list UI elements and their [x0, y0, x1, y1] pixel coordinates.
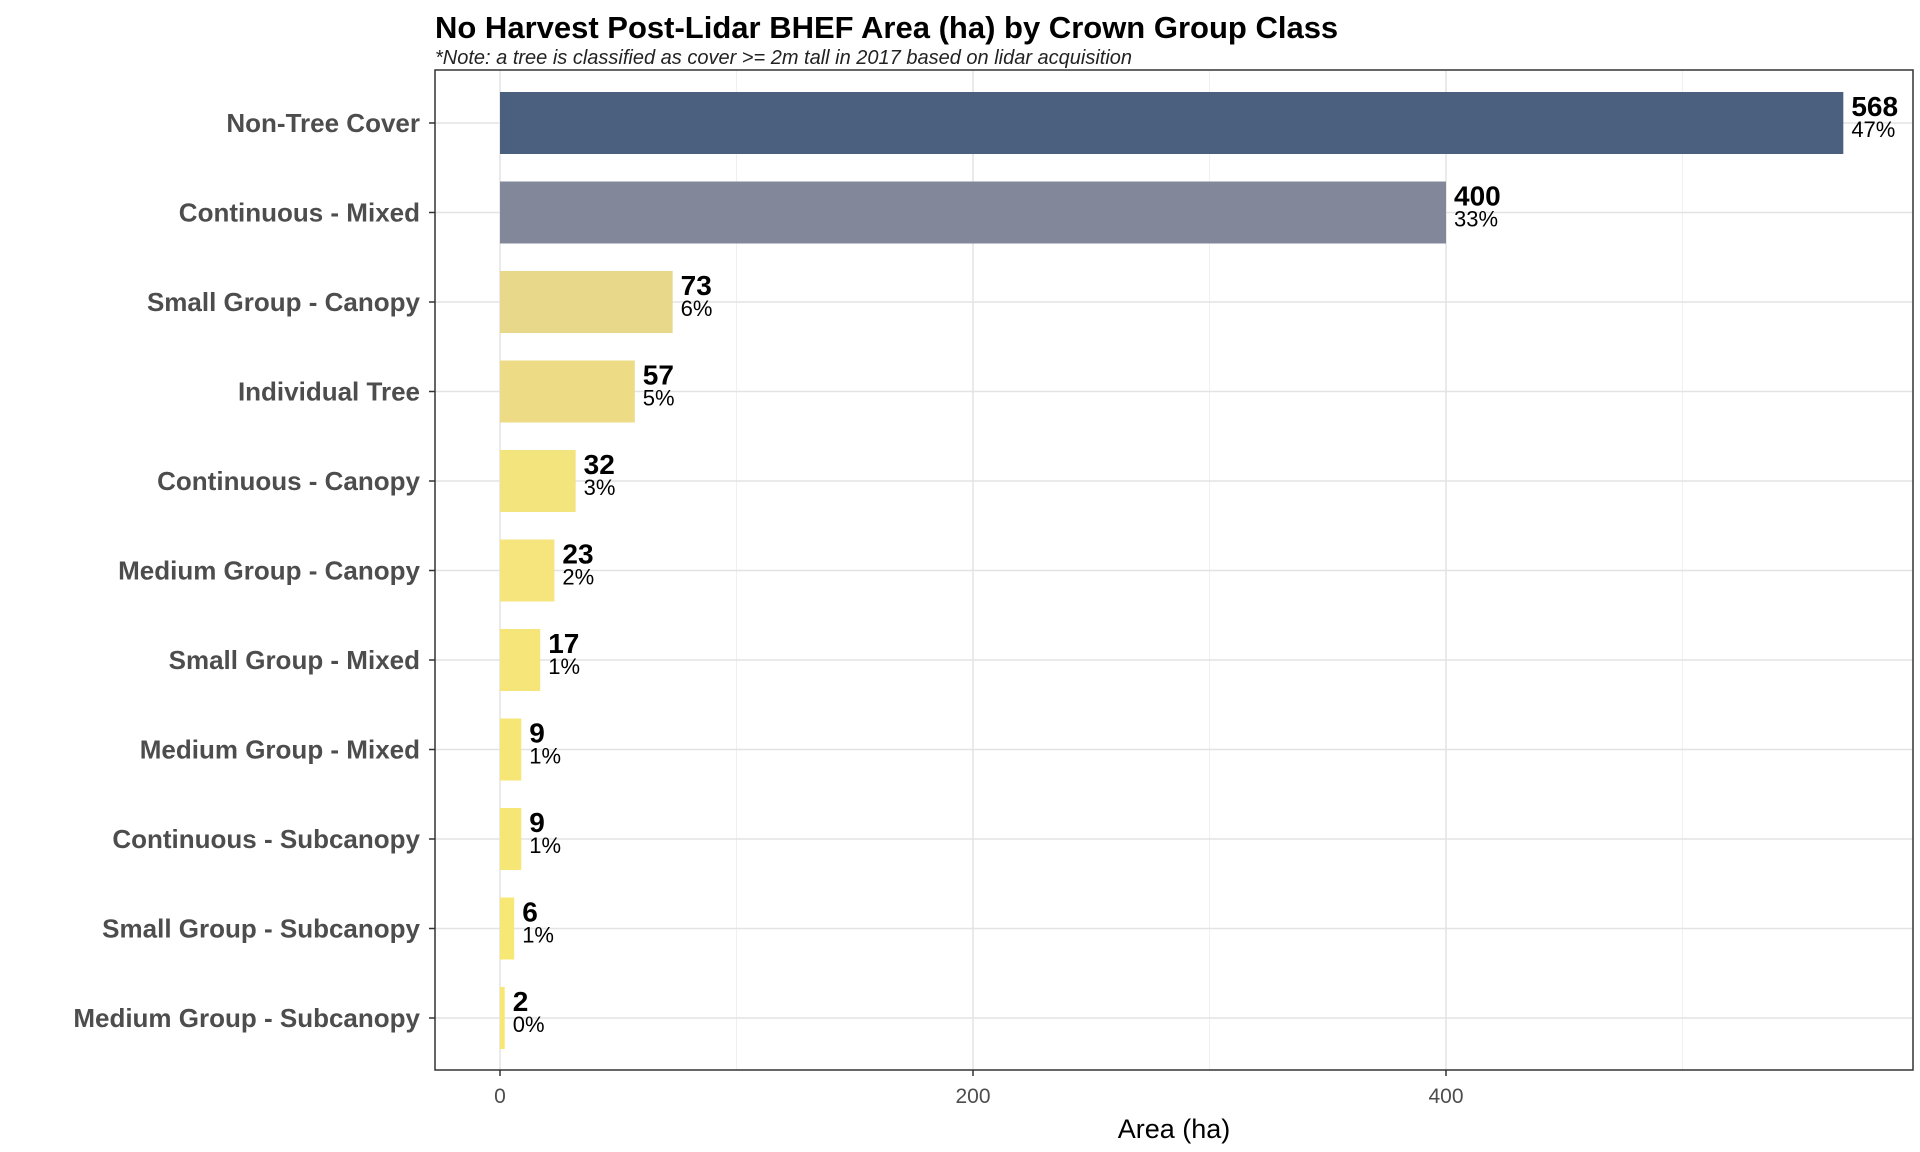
percent-label: 33% — [1454, 207, 1498, 232]
bar — [500, 271, 673, 333]
percent-label: 47% — [1851, 117, 1895, 142]
percent-label: 1% — [548, 654, 580, 679]
bar — [500, 92, 1844, 154]
percent-label: 6% — [681, 296, 713, 321]
value-label: 568 — [1851, 91, 1898, 122]
plot-border — [434, 69, 1914, 1071]
x-tick-label: 200 — [955, 1085, 990, 1108]
percent-label: 2% — [562, 565, 594, 590]
category-label: Medium Group - Subcanopy — [73, 1003, 420, 1033]
category-label: Non-Tree Cover — [226, 108, 420, 138]
category-label: Continuous - Mixed — [179, 198, 420, 228]
category-label: Small Group - Subcanopy — [102, 914, 420, 944]
bar — [500, 629, 541, 691]
category-label: Small Group - Mixed — [169, 645, 420, 675]
value-label: 2 — [513, 986, 529, 1017]
category-label: Continuous - Subcanopy — [112, 824, 420, 854]
value-label: 73 — [681, 270, 712, 301]
x-tick-label: 400 — [1428, 1085, 1463, 1108]
value-label: 32 — [584, 449, 615, 480]
chart-title: No Harvest Post-Lidar BHEF Area (ha) by … — [435, 10, 1339, 45]
value-label: 9 — [529, 718, 545, 749]
percent-label: 3% — [584, 475, 616, 500]
bar — [500, 897, 515, 960]
x-axis-title: Area (ha) — [1118, 1114, 1231, 1144]
bar — [500, 450, 576, 512]
value-label: 57 — [643, 360, 674, 391]
percent-label: 1% — [529, 833, 561, 858]
bar — [500, 718, 522, 781]
value-label: 6 — [522, 897, 538, 928]
percent-label: 1% — [522, 923, 554, 948]
x-tick-label: 0 — [494, 1085, 506, 1108]
bar — [500, 987, 505, 1049]
category-label: Medium Group - Mixed — [140, 735, 420, 765]
bar — [500, 808, 522, 870]
value-label: 17 — [548, 628, 579, 659]
category-label: Individual Tree — [238, 377, 420, 407]
percent-label: 1% — [529, 744, 561, 769]
chart-subtitle: *Note: a tree is classified as cover >= … — [435, 47, 1133, 69]
category-label: Medium Group - Canopy — [118, 556, 420, 586]
percent-label: 5% — [643, 386, 675, 411]
value-label: 23 — [562, 539, 593, 570]
bar — [500, 181, 1446, 244]
bar — [500, 360, 635, 423]
value-label: 9 — [529, 807, 545, 838]
category-label: Continuous - Canopy — [157, 466, 420, 496]
percent-label: 0% — [513, 1012, 545, 1037]
category-label: Small Group - Canopy — [147, 287, 421, 317]
bar — [500, 539, 555, 602]
value-label: 400 — [1454, 181, 1501, 212]
